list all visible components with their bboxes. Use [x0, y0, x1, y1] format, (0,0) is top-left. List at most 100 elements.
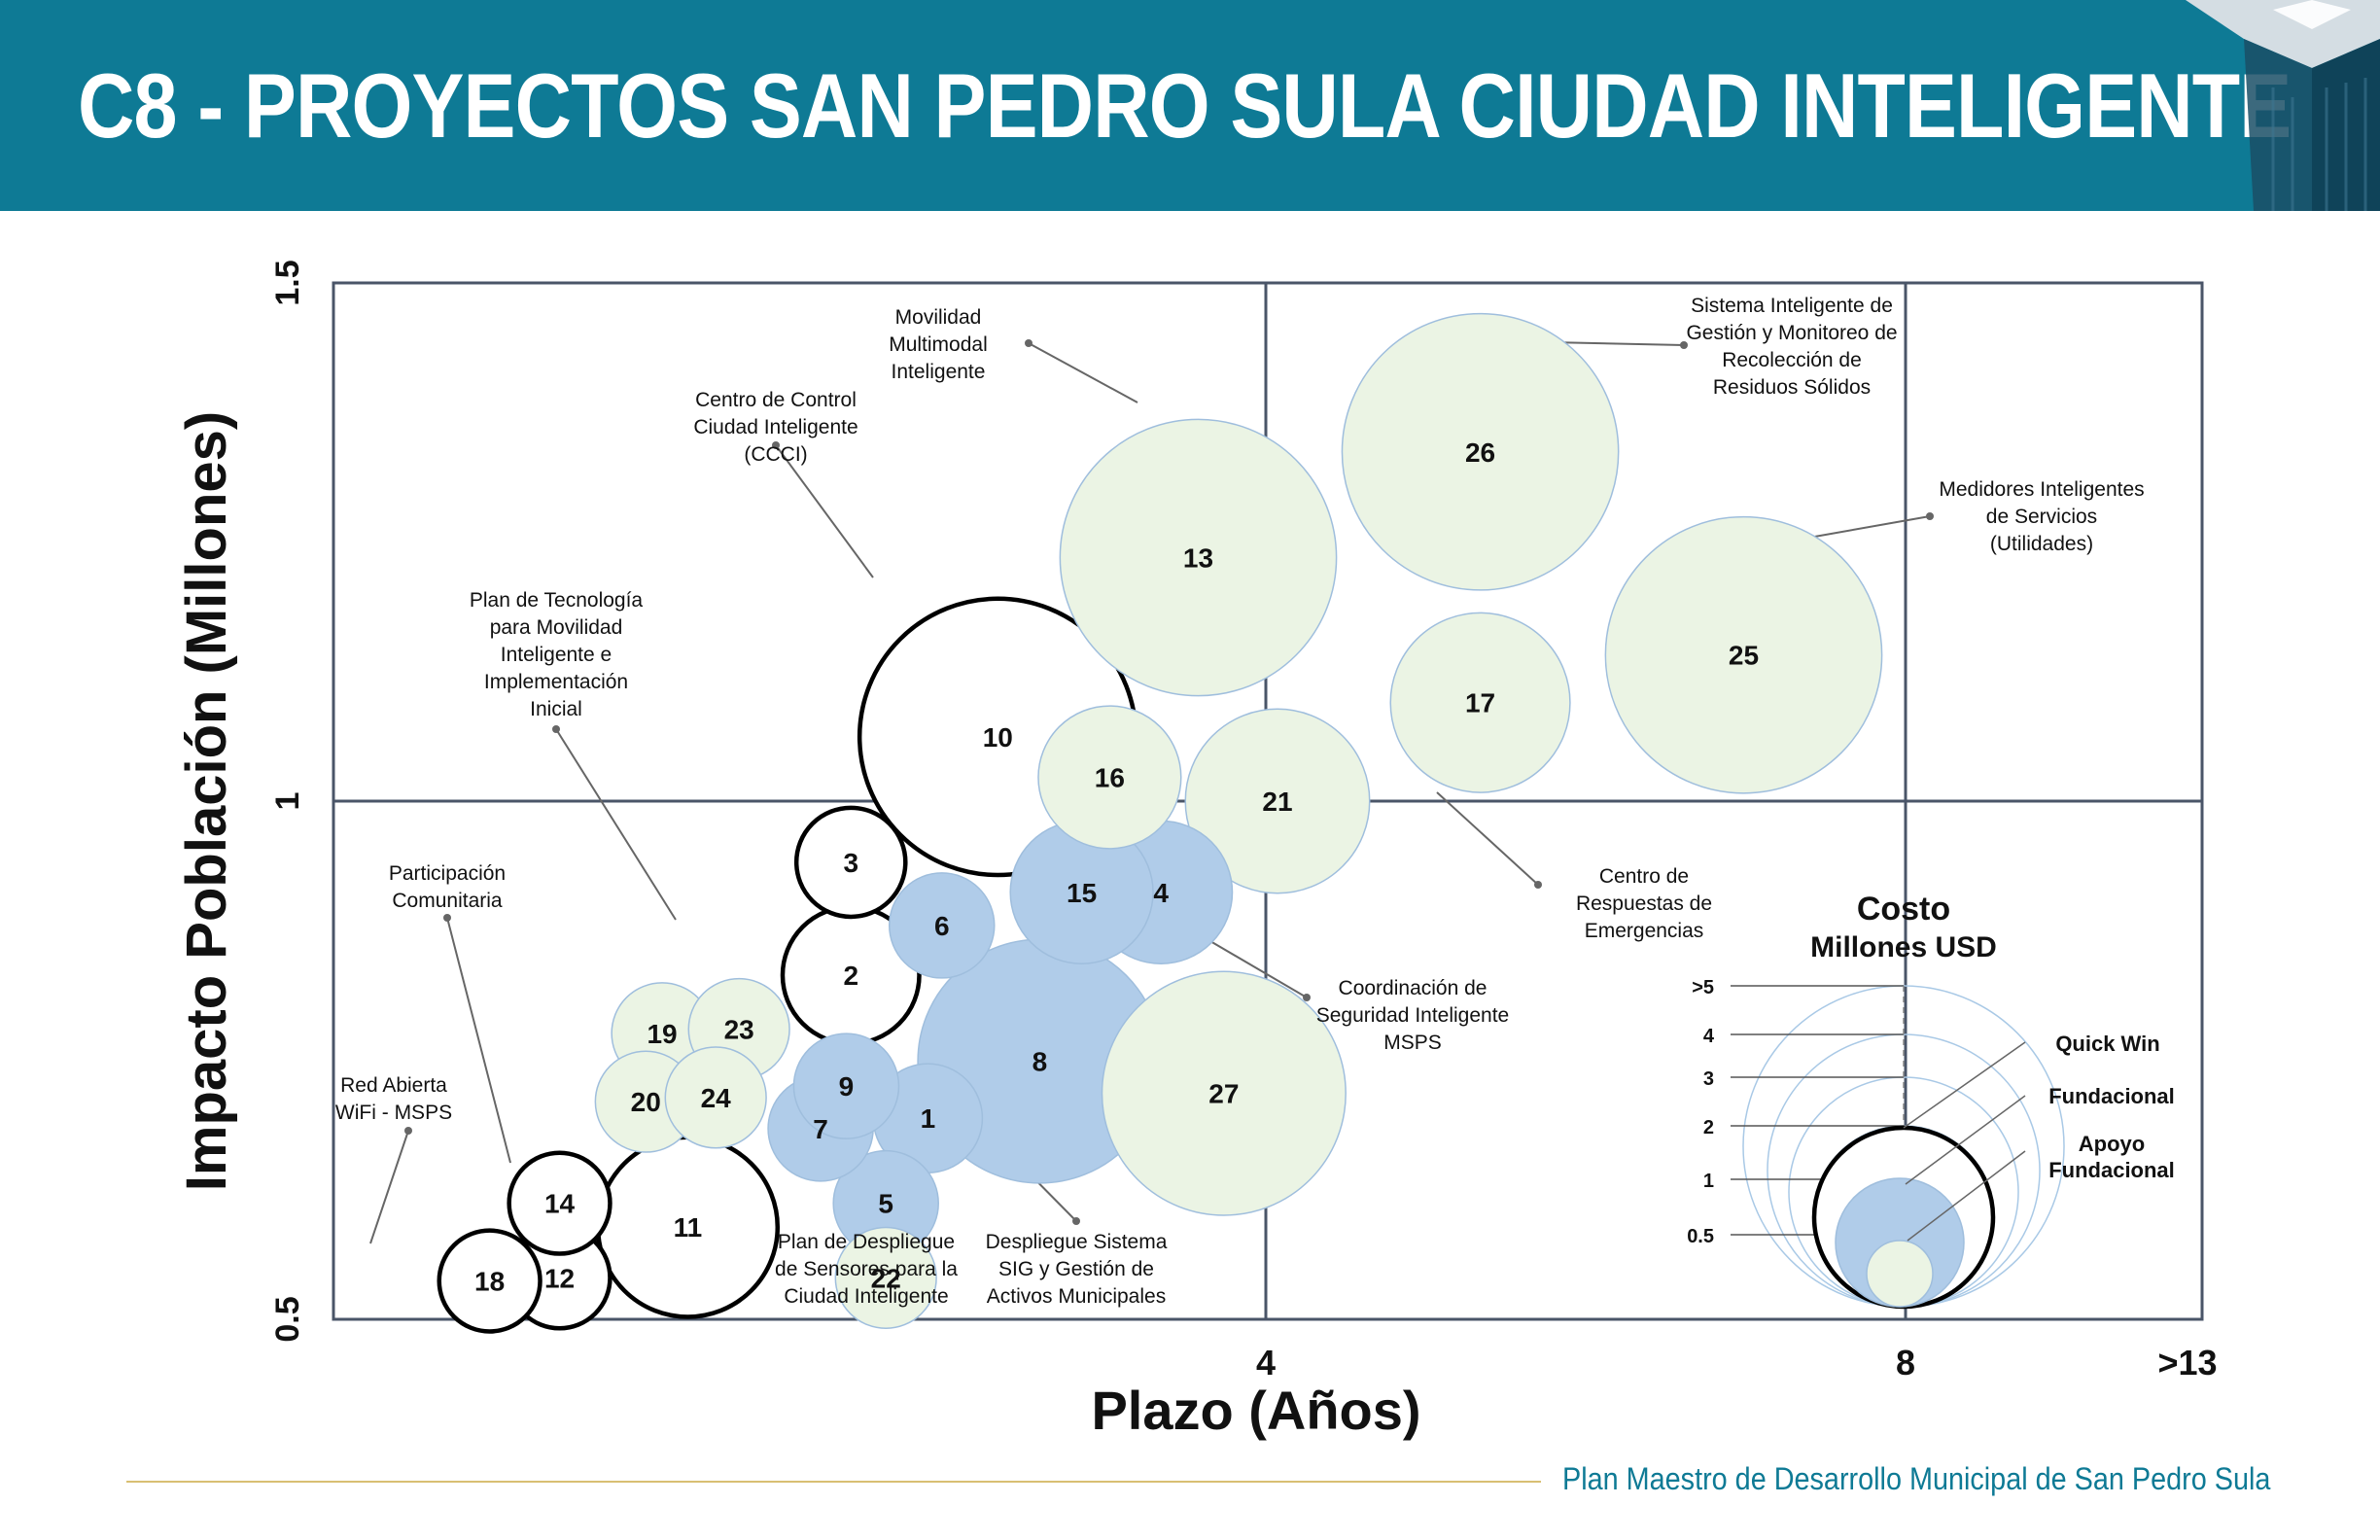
- annotation-label: Inicial: [530, 698, 582, 720]
- legend-entry: Fundacional: [2048, 1158, 2175, 1182]
- building-decoration-icon: [2186, 0, 2380, 211]
- bubble-label-8: 8: [1032, 1047, 1048, 1077]
- bubble-26: [1341, 312, 1620, 591]
- bubble-label-25: 25: [1729, 641, 1759, 671]
- leader-line: [1203, 936, 1308, 998]
- annotation-label: Movilidad: [895, 306, 982, 329]
- bubble-27: [1101, 970, 1347, 1216]
- leader-dot: [1303, 994, 1311, 1001]
- bubble-label-19: 19: [647, 1019, 677, 1049]
- x-tick-label: 8: [1896, 1343, 1915, 1382]
- leader-line: [775, 444, 874, 578]
- bubble-label-26: 26: [1465, 438, 1495, 468]
- legend-leader: [1907, 1150, 2026, 1242]
- annotation-label: Inteligente e: [501, 644, 612, 666]
- x-axis-title: Plazo (Años): [1091, 1380, 1420, 1441]
- annotation-label: Plan de Tecnología: [470, 589, 644, 612]
- y-tick-label: 0.5: [269, 1296, 306, 1342]
- bubble-label-12: 12: [544, 1263, 575, 1293]
- legend-entry: Apoyo: [2079, 1132, 2145, 1156]
- leader-dot: [404, 1127, 412, 1135]
- annotation-label: Gestión y Monitoreo de: [1686, 322, 1897, 344]
- bubble-3: [793, 805, 908, 920]
- bubble-label-7: 7: [813, 1114, 828, 1144]
- bubble-14: [507, 1150, 612, 1256]
- bubble-9: [792, 1032, 900, 1139]
- legend-level-label: 0.5: [1687, 1226, 1714, 1247]
- bubble-label-4: 4: [1153, 878, 1169, 908]
- y-axis-title: Impacto Población (Millones): [175, 411, 238, 1191]
- annotation-label: MSPS: [1383, 1032, 1442, 1054]
- legend-level-label: >5: [1692, 977, 1714, 998]
- annotation-label: Ciudad Inteligente: [784, 1285, 948, 1308]
- legend-entry: Quick Win: [2055, 1032, 2159, 1056]
- leader-line: [446, 917, 511, 1164]
- bubble-label-11: 11: [674, 1212, 703, 1242]
- legend-level-label: 4: [1703, 1026, 1715, 1047]
- annotation-label: Ciudad Inteligente: [693, 416, 858, 438]
- annotation-label: Inteligente: [892, 361, 986, 383]
- annotation-label: Seguridad Inteligente: [1316, 1004, 1510, 1027]
- leader-dot: [1025, 339, 1032, 347]
- y-tick-label: 1.5: [269, 260, 306, 305]
- legend-entry: Fundacional: [2048, 1084, 2175, 1108]
- annotation-label: Activos Municipales: [987, 1285, 1166, 1308]
- bubble-18: [437, 1228, 542, 1334]
- bubble-label-13: 13: [1183, 542, 1213, 573]
- annotation-label: Medidores Inteligentes: [1939, 478, 2144, 501]
- annotation-label: Sistema Inteligente de: [1691, 295, 1893, 317]
- leader-dot: [772, 441, 780, 449]
- annotation-label: Despliegue Sistema: [986, 1231, 1168, 1253]
- annotation-label: Recolección de: [1722, 349, 1862, 371]
- y-tick-label: 1: [269, 792, 306, 811]
- bubble-chart: 4 8 >13 0.5 1 1.5 Plazo (Años) Impacto Població…: [175, 260, 2218, 1441]
- annotation-label: Comunitaria: [392, 890, 503, 912]
- annotation-label: (CCCI): [744, 443, 807, 466]
- bubble-label-18: 18: [474, 1267, 505, 1297]
- annotation-label: Implementación: [484, 671, 628, 693]
- legend-level-label: 3: [1703, 1068, 1714, 1090]
- page-title: C8 - PROYECTOS SAN PEDRO SULA CIUDAD INT…: [78, 54, 2292, 157]
- header-banner: C8 - PROYECTOS SAN PEDRO SULA CIUDAD INT…: [0, 0, 2380, 211]
- x-tick-label: >13: [2157, 1343, 2217, 1382]
- bubble-label-24: 24: [701, 1083, 732, 1113]
- bubble-label-23: 23: [724, 1015, 754, 1045]
- annotation-label: de Servicios: [1986, 506, 2097, 528]
- bubble-25: [1604, 515, 1883, 794]
- bubble-label-17: 17: [1465, 688, 1495, 718]
- footer-rule: [126, 1481, 1541, 1483]
- leader-line: [555, 728, 677, 921]
- bubble-6: [888, 872, 996, 979]
- annotation-label: Red Abierta: [340, 1074, 447, 1097]
- bubble-label-2: 2: [843, 961, 858, 991]
- annotation-label: Centro de Control: [695, 389, 857, 411]
- bubble-label-5: 5: [878, 1189, 893, 1219]
- annotation-label: Centro de: [1599, 865, 1689, 888]
- bubble-label-21: 21: [1262, 787, 1292, 817]
- bubble-21: [1184, 708, 1371, 894]
- bubble-label-1: 1: [921, 1103, 936, 1134]
- annotation-label: Residuos Sólidos: [1713, 376, 1871, 399]
- bubble-label-20: 20: [631, 1087, 661, 1117]
- legend-subtitle: Millones USD: [1810, 931, 1997, 963]
- leader-line: [1028, 342, 1138, 403]
- annotation-label: Coordinación de: [1339, 977, 1488, 999]
- bubble-label-9: 9: [839, 1071, 855, 1102]
- leader-dot: [1680, 341, 1688, 349]
- bubble-label-15: 15: [1067, 878, 1097, 908]
- annotation-label: Plan de Despliegue: [778, 1231, 955, 1253]
- bubble-label-16: 16: [1095, 762, 1125, 792]
- bubble-16: [1037, 705, 1182, 850]
- legend-title: Costo: [1857, 891, 1950, 928]
- annotation-label: de Sensores para la: [775, 1258, 958, 1280]
- legend-level-label: 1: [1703, 1171, 1714, 1192]
- annotation-label: Multimodal: [889, 333, 988, 356]
- bubble-22: [834, 1226, 937, 1330]
- bubble-label-22: 22: [871, 1263, 901, 1293]
- leader-dot: [1072, 1217, 1080, 1225]
- annotation-label: para Movilidad: [490, 616, 623, 639]
- x-tick-label: 4: [1256, 1343, 1276, 1382]
- leader-dot: [552, 725, 560, 733]
- bubble-24: [664, 1046, 767, 1149]
- annotation-label: Participación: [389, 862, 506, 885]
